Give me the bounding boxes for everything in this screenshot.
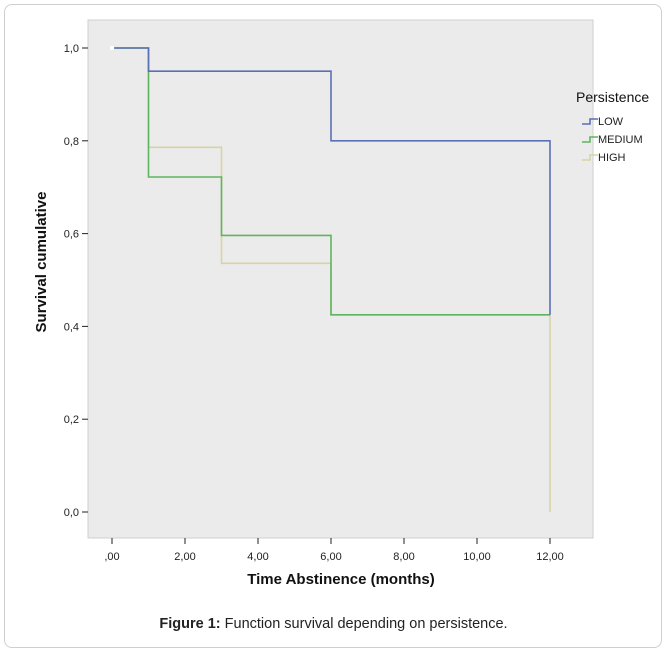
legend: Persistence LOW MEDIUM HIGH — [576, 89, 649, 164]
caption-label: Figure 1: — [159, 616, 221, 632]
series-line-low — [112, 47, 551, 315]
x-tick-label: ,00 — [104, 551, 119, 563]
caption-text: Function survival depending on persisten… — [220, 616, 508, 632]
y-tick-label: 1,0 — [64, 43, 79, 55]
legend-swatch-medium — [582, 136, 598, 143]
x-tick-label: 6,00 — [320, 551, 341, 563]
legend-swatch-low — [582, 118, 598, 125]
y-tick-label: 0,6 — [64, 229, 79, 241]
plot-background — [87, 19, 594, 539]
y-axis-label: Survival cumulative — [33, 192, 50, 333]
y-tick-label: 0,8 — [64, 136, 79, 148]
start-point — [109, 45, 115, 51]
legend-label-low: LOW — [598, 116, 624, 128]
legend-label-medium: MEDIUM — [598, 134, 643, 146]
figure-caption: Figure 1: Function survival depending on… — [0, 616, 667, 632]
y-tick-label: 0,0 — [64, 507, 79, 519]
x-tick-label: 2,00 — [174, 551, 195, 563]
y-tick-label: 0,4 — [64, 321, 79, 333]
y-tick-label: 0,2 — [64, 414, 79, 426]
legend-swatch-high — [582, 154, 598, 161]
x-axis-label: Time Abstinence (months) — [247, 571, 435, 588]
x-tick-label: 4,00 — [247, 551, 268, 563]
legend-title: Persistence — [576, 89, 649, 105]
x-tick-label: 12,00 — [536, 551, 564, 563]
legend-label-high: HIGH — [598, 152, 626, 164]
axes: ,00 2,00 4,00 6,00 8,00 10,00 12,00 0,0 0,2 0,4 0,… — [64, 43, 564, 563]
series-layer — [109, 45, 551, 512]
x-tick-label: 10,00 — [463, 551, 491, 563]
x-tick-label: 8,00 — [393, 551, 414, 563]
